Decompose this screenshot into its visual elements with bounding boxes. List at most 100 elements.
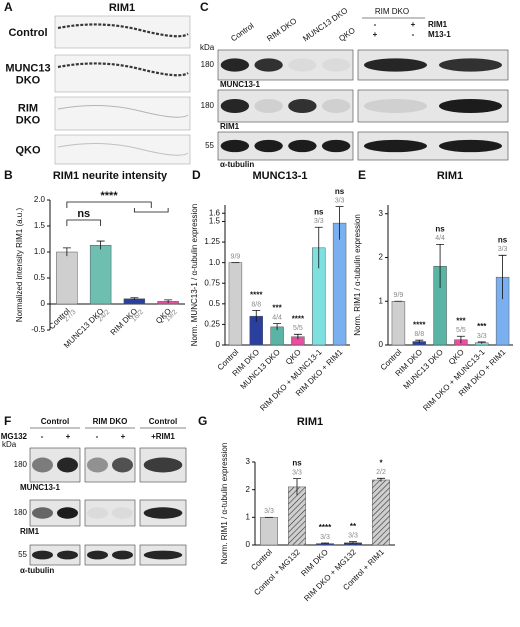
blot [84,544,136,566]
band [288,98,317,114]
sign: - [374,20,377,29]
group-label: RIM DKO [93,417,128,426]
blot-name: RIM1 [20,527,40,536]
n-label: 2/2 [376,469,386,476]
n-label: 3/3 [477,333,487,340]
band [321,58,351,72]
error-bar [436,243,445,289]
row-label: Control [8,27,47,39]
error-bar [314,226,323,269]
y-tick-label: 1.0 [34,247,46,256]
y-tick-label: 0 [216,340,221,349]
chart-title: MUNC13-1 [252,170,307,182]
bar [372,479,390,546]
error-bar [349,541,357,544]
panel-letter: D [192,168,201,182]
sig-label: ns [314,207,324,216]
band [364,98,427,114]
band [143,507,183,519]
blot-name: RIM1 [220,122,240,131]
micrograph [54,15,191,49]
sig-bracket [66,219,102,226]
error-bar [293,478,301,496]
sig-label: ns [435,224,445,233]
chart-title: RIM1 [437,170,463,182]
lane-label: QKO [337,26,357,44]
sign: + [121,432,126,441]
bar [288,486,306,546]
band [439,58,502,72]
band [439,139,502,153]
n-label: 8/8 [251,301,261,308]
n-label: 8/8 [414,331,424,338]
blot-name: α-tubulin [20,566,54,575]
band [364,139,427,153]
y-tick-label: 0 [41,299,46,308]
sig-label: **** [319,523,332,532]
error-bar [96,240,105,250]
n-label: 3/3 [264,508,274,515]
band [220,139,250,153]
y-tick-label: 2 [379,253,384,262]
sig-label: ** [350,522,357,531]
bar [391,301,406,346]
band [112,507,133,519]
marker: 180 [14,460,28,469]
y-tick-label: 1 [379,296,384,305]
x-tick-label: RIM DKO + MG132 [302,547,358,603]
blot [29,544,81,566]
sig-label: **** [413,320,426,329]
band [57,457,78,473]
rescue: +RIM1 [151,432,175,441]
band [321,98,351,114]
y-tick-label: 0 [246,540,251,549]
error-bar [252,310,261,322]
sign: + [373,30,378,39]
rescue-name: RIM1 [428,20,448,29]
sign: - [41,432,44,441]
chart-title: RIM1 neurite intensity [53,170,168,182]
n-label: 3/3 [292,469,302,476]
y-tick-label: 1 [246,512,251,521]
y-tick-label: 2.0 [34,195,46,204]
row-label: DKO [16,74,41,86]
panel-letter: G [198,414,207,428]
micrograph [54,96,191,131]
n-label: 9/9 [231,253,241,260]
n-label: 3/3 [314,218,324,225]
marker: 55 [18,550,27,559]
sig-bracket [66,201,169,213]
band [112,457,133,473]
error-bar [273,323,282,331]
y-tick-label: 1.0 [209,258,221,267]
band [32,457,53,473]
bar [228,262,243,346]
band [112,550,133,560]
row-label: DKO [16,114,41,126]
bar [56,251,78,305]
kda: kDa [200,43,215,52]
blot-name: α-tubulin [220,160,254,169]
n-label: 3/3 [348,533,358,540]
error-bar [377,477,385,482]
blot-name: MUNC13-1 [20,483,61,492]
panel-title: RIM1 [109,2,135,14]
y-axis-label: Norm. RIM1 / α-tubulin expression [220,443,229,565]
y-tick-label: 0.25 [204,320,220,329]
marker: 55 [205,141,214,150]
bar [332,222,347,346]
panel-letter: B [4,168,13,182]
bar [260,517,278,546]
error-bar [62,247,71,257]
band [288,139,317,153]
y-axis-label: Norm. MUNC13-1 / α-tubulin expression [190,204,199,346]
n-label: 3/3 [498,246,508,253]
neurite [57,142,189,156]
marker: 180 [201,101,215,110]
y-tick-label: 1.5 [209,217,221,226]
band [439,98,502,114]
group-label: Control [41,417,69,426]
neurite [57,23,189,38]
sign: - [96,432,99,441]
